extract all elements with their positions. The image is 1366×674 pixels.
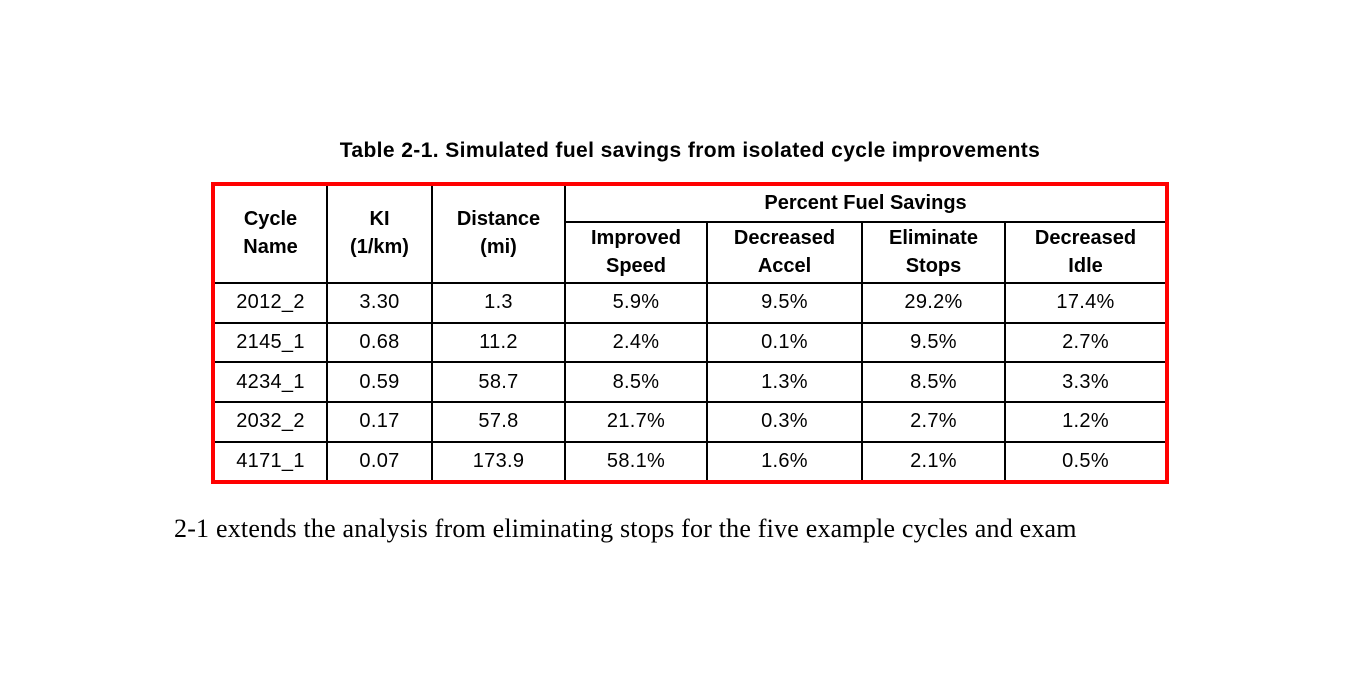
- cell-distance: 1.3: [431, 282, 566, 324]
- col-header-cycle-name: Cycle Name: [214, 185, 328, 284]
- cell-ki: 0.17: [326, 401, 433, 443]
- cell-distance: 173.9: [431, 440, 566, 482]
- cell-ki: 3.30: [326, 282, 433, 324]
- col-header-distance: Distance (mi): [431, 185, 566, 284]
- cell-improved-speed: 21.7%: [564, 401, 708, 443]
- cell-cycle-name: 2032_2: [214, 401, 328, 443]
- cell-cycle-name: 4171_1: [214, 440, 328, 482]
- col-header-ki: KI (1/km): [326, 185, 433, 284]
- table-caption: Table 2-1. Simulated fuel savings from i…: [339, 139, 1041, 162]
- cell-eliminate-stops: 2.7%: [861, 401, 1006, 443]
- cell-eliminate-stops: 8.5%: [861, 361, 1006, 404]
- cell-cycle-name: 4234_1: [214, 361, 328, 404]
- cell-eliminate-stops: 2.1%: [861, 440, 1006, 482]
- table-header-row-sub: Improved Speed Decreased Accel Eliminate…: [215, 221, 1167, 284]
- fuel-savings-table-frame: Cycle Name KI (1/km) Distance (mi) Perce…: [211, 182, 1169, 484]
- cell-decreased-idle: 2.7%: [1003, 321, 1167, 364]
- table-header-row-group: Cycle Name KI (1/km) Distance (mi) Perce…: [214, 185, 1167, 284]
- col-header-decreased-idle: Decreased Idle: [1003, 221, 1167, 284]
- cell-cycle-name: 2012_2: [214, 282, 328, 324]
- cell-distance: 58.7: [431, 361, 566, 404]
- cell-ki: 0.68: [326, 321, 433, 364]
- cell-decreased-idle: 0.5%: [1003, 440, 1167, 482]
- col-header-eliminate-stops: Eliminate Stops: [861, 221, 1006, 284]
- cell-cycle-name: 2145_1: [214, 321, 328, 364]
- body-paragraph: 2-1 extends the analysis from eliminatin…: [174, 514, 1077, 543]
- table-row: 2012_2 3.30 1.3 5.9% 9.5% 29.2% 17.4%: [214, 282, 1167, 324]
- cell-improved-speed: 5.9%: [564, 282, 708, 324]
- cell-decreased-idle: 3.3%: [1003, 361, 1167, 404]
- cell-distance: 57.8: [431, 401, 566, 443]
- cell-decreased-accel: 9.5%: [706, 282, 863, 324]
- cell-distance: 11.2: [431, 321, 566, 364]
- table-row: 2032_2 0.17 57.8 21.7% 0.3% 2.7% 1.2%: [214, 401, 1167, 443]
- table-row: 4234_1 0.59 58.7 8.5% 1.3% 8.5% 3.3%: [214, 361, 1167, 404]
- cell-improved-speed: 2.4%: [564, 321, 708, 364]
- cell-ki: 0.59: [326, 361, 433, 404]
- cell-ki: 0.07: [326, 440, 433, 482]
- cell-decreased-accel: 1.6%: [706, 440, 863, 482]
- cell-decreased-idle: 1.2%: [1003, 401, 1167, 443]
- cell-decreased-accel: 0.3%: [706, 401, 863, 443]
- cell-eliminate-stops: 29.2%: [861, 282, 1006, 324]
- cell-decreased-idle: 17.4%: [1003, 282, 1167, 324]
- fuel-savings-table: Cycle Name KI (1/km) Distance (mi) Perce…: [214, 185, 1167, 482]
- col-header-decreased-accel: Decreased Accel: [706, 221, 863, 284]
- table-row: 4171_1 0.07 173.9 58.1% 1.6% 2.1% 0.5%: [214, 440, 1167, 482]
- cell-eliminate-stops: 9.5%: [861, 321, 1006, 364]
- col-header-improved-speed: Improved Speed: [564, 221, 708, 284]
- cell-improved-speed: 8.5%: [564, 361, 708, 404]
- table-row: 2145_1 0.68 11.2 2.4% 0.1% 9.5% 2.7%: [214, 321, 1167, 364]
- cell-improved-speed: 58.1%: [564, 440, 708, 482]
- cell-decreased-accel: 0.1%: [706, 321, 863, 364]
- cell-decreased-accel: 1.3%: [706, 361, 863, 404]
- col-header-group-percent-fuel-savings: Percent Fuel Savings: [563, 185, 1167, 223]
